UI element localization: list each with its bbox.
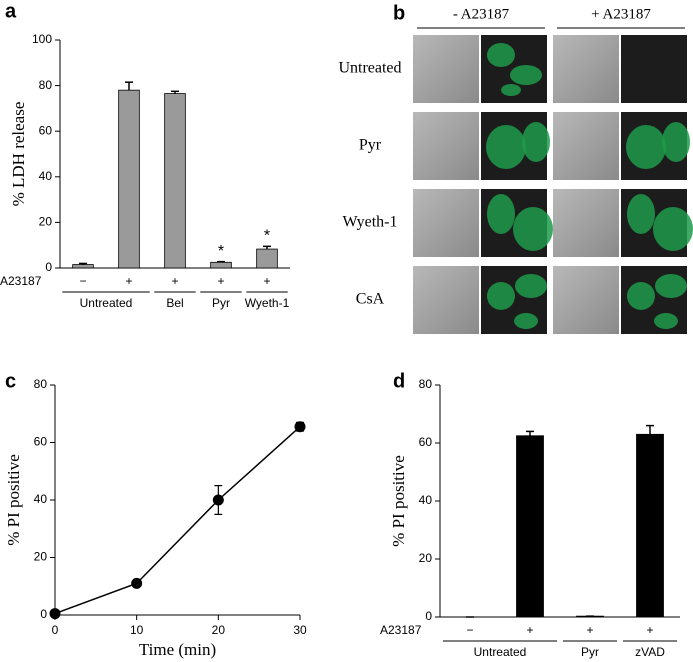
y-tick-label: 40 <box>39 169 53 183</box>
bar <box>636 433 664 618</box>
data-point <box>212 494 224 506</box>
x-tick-label: − <box>79 274 86 288</box>
phase-image <box>413 189 479 257</box>
group-label: Untreated <box>474 645 527 659</box>
phase-image <box>413 112 479 180</box>
phase-image <box>553 35 619 103</box>
fluorescent-cell <box>654 313 678 329</box>
row-label: Untreated <box>338 60 401 77</box>
fluorescent-cell <box>627 194 655 234</box>
y-tick-label: 0 <box>45 260 52 274</box>
column-header: + A23187 <box>591 6 651 22</box>
x-tick-label: + <box>217 274 224 288</box>
group-label: Wyeth-1 <box>245 296 290 310</box>
phase-image <box>553 189 619 257</box>
bar <box>72 264 94 269</box>
x-tick-label: 0 <box>52 623 59 637</box>
bar <box>164 93 186 269</box>
bar <box>256 248 278 269</box>
phase-image <box>413 266 479 334</box>
fluorescent-cell <box>513 207 553 251</box>
group-label: Untreated <box>80 296 133 310</box>
x-axis-label: Time (min) <box>139 640 216 659</box>
x-tick-label: + <box>171 274 178 288</box>
row-label: A23187 <box>0 274 42 288</box>
row-label: A23187 <box>380 623 422 637</box>
phase-image <box>553 266 619 334</box>
fluorescent-cell <box>662 122 690 162</box>
y-tick-label: 20 <box>39 215 53 229</box>
fluorescent-cell <box>510 65 542 85</box>
y-tick-label: 60 <box>34 435 48 449</box>
row-label: Wyeth-1 <box>342 214 397 231</box>
fluorescent-cell <box>501 84 521 96</box>
data-point <box>49 608 61 620</box>
y-tick-label: 100 <box>32 32 52 46</box>
fluorescent-cell <box>655 274 687 298</box>
y-tick-label: 80 <box>39 78 53 92</box>
group-label: Pyr <box>581 645 599 659</box>
fluorescent-cell <box>522 122 550 162</box>
y-tick-label: 80 <box>419 377 433 391</box>
fluorescent-cell <box>627 282 655 310</box>
data-point <box>131 577 143 589</box>
panel-label: c <box>5 370 16 392</box>
bar <box>210 261 232 269</box>
significance-mark: * <box>218 243 224 260</box>
group-label: Pyr <box>212 296 230 310</box>
x-tick-label: + <box>526 623 533 637</box>
phase-image <box>413 35 479 103</box>
data-point <box>294 421 306 433</box>
x-tick-label: 20 <box>212 623 226 637</box>
x-tick-label: 10 <box>130 623 144 637</box>
fluorescent-cell <box>487 194 515 234</box>
panel-label: d <box>393 370 405 392</box>
fluorescent-cell <box>487 282 515 310</box>
fluorescent-cell <box>486 125 526 169</box>
fluorescent-cell <box>487 43 515 67</box>
fluorescent-cell <box>515 274 547 298</box>
x-tick-label: − <box>466 623 473 637</box>
y-axis-label: % PI positive <box>4 454 23 546</box>
x-tick-label: 30 <box>293 623 307 637</box>
fluorescence-image <box>621 35 687 103</box>
y-tick-label: 40 <box>419 493 433 507</box>
x-tick-label: + <box>263 274 270 288</box>
bar <box>118 89 140 269</box>
panel-label: b <box>393 2 405 24</box>
y-tick-label: 20 <box>34 550 48 564</box>
bar <box>516 435 544 618</box>
x-tick-label: + <box>125 274 132 288</box>
fluorescent-cell <box>514 313 538 329</box>
row-label: Pyr <box>359 137 382 154</box>
y-tick-label: 40 <box>34 492 48 506</box>
y-tick-label: 80 <box>34 377 48 391</box>
y-axis-label: % PI positive <box>389 455 408 547</box>
panel-label: a <box>5 0 17 22</box>
fluorescent-cell <box>653 207 693 251</box>
row-label: CsA <box>356 291 385 308</box>
group-label: Bel <box>166 296 183 310</box>
significance-mark: * <box>264 228 270 245</box>
x-tick-label: + <box>646 623 653 637</box>
data-line <box>54 426 301 615</box>
y-tick-label: 0 <box>425 609 432 623</box>
y-tick-label: 20 <box>419 551 433 565</box>
group-label: zVAD <box>635 645 665 659</box>
y-tick-label: 0 <box>40 607 47 621</box>
x-tick-label: + <box>586 623 593 637</box>
phase-image <box>553 112 619 180</box>
column-header: - A23187 <box>453 6 510 22</box>
y-axis-label: % LDH release <box>9 102 28 207</box>
y-tick-label: 60 <box>419 435 433 449</box>
fluorescent-cell <box>626 125 666 169</box>
y-tick-label: 60 <box>39 123 53 137</box>
